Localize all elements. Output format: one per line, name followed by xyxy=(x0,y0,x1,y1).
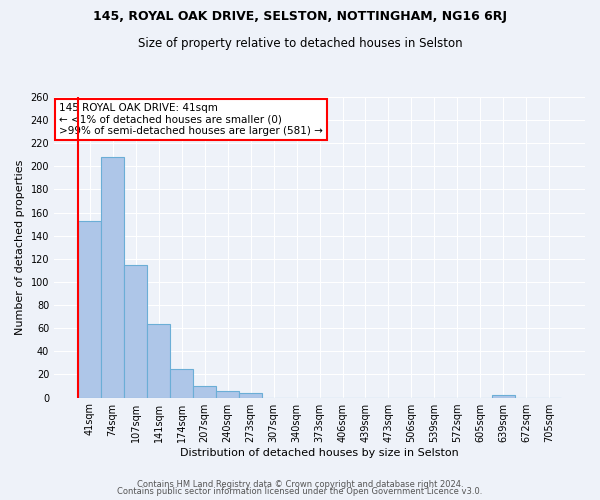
Text: Contains HM Land Registry data © Crown copyright and database right 2024.: Contains HM Land Registry data © Crown c… xyxy=(137,480,463,489)
Text: 145, ROYAL OAK DRIVE, SELSTON, NOTTINGHAM, NG16 6RJ: 145, ROYAL OAK DRIVE, SELSTON, NOTTINGHA… xyxy=(93,10,507,23)
Text: Contains public sector information licensed under the Open Government Licence v3: Contains public sector information licen… xyxy=(118,487,482,496)
Bar xyxy=(193,386,216,398)
Y-axis label: Number of detached properties: Number of detached properties xyxy=(15,160,25,335)
Bar xyxy=(101,157,124,398)
Bar xyxy=(239,393,262,398)
Bar xyxy=(147,324,170,398)
Bar xyxy=(170,368,193,398)
Text: Size of property relative to detached houses in Selston: Size of property relative to detached ho… xyxy=(137,38,463,51)
Bar xyxy=(216,390,239,398)
X-axis label: Distribution of detached houses by size in Selston: Distribution of detached houses by size … xyxy=(180,448,459,458)
Bar xyxy=(78,220,101,398)
Bar xyxy=(124,264,147,398)
Bar xyxy=(492,396,515,398)
Text: 145 ROYAL OAK DRIVE: 41sqm
← <1% of detached houses are smaller (0)
>99% of semi: 145 ROYAL OAK DRIVE: 41sqm ← <1% of deta… xyxy=(59,103,323,136)
